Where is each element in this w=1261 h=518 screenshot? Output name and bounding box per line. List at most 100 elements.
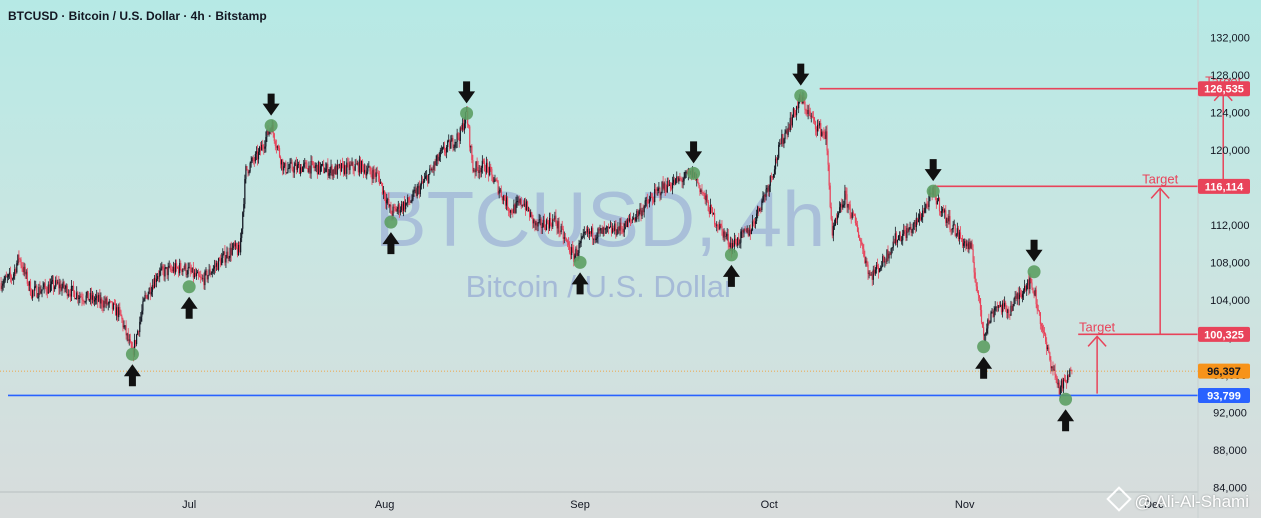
candle-body (81, 297, 83, 300)
candle-body (203, 278, 205, 286)
candle-body (251, 157, 253, 162)
candle-body (1006, 305, 1008, 314)
candle-body (787, 127, 789, 135)
candle-body (846, 194, 848, 208)
candle-body (645, 200, 647, 201)
candle-body (292, 169, 294, 173)
candle-body (209, 269, 211, 275)
candle-body (26, 271, 28, 284)
candle-body (505, 197, 508, 206)
candle-body (358, 159, 360, 173)
x-tick-label: Jul (182, 499, 196, 511)
candle-body (326, 164, 328, 169)
candle-body (874, 269, 876, 274)
candle-body (733, 238, 736, 247)
candle-body (285, 162, 287, 173)
candle-body (681, 179, 683, 183)
candle-body (485, 162, 488, 173)
candle-body (761, 200, 763, 211)
candle-body (1028, 279, 1030, 290)
candle-body (447, 141, 449, 147)
candle-body (63, 281, 65, 289)
candle-body (96, 295, 98, 299)
candle-body (779, 142, 781, 145)
candle-body (513, 204, 515, 214)
candle-body (245, 166, 247, 180)
candle-body (594, 238, 596, 240)
candle-body (725, 235, 727, 237)
candle-body (922, 210, 924, 218)
candle-body (674, 179, 676, 185)
candle-body (57, 282, 59, 284)
candle-body (790, 117, 792, 126)
arrow-down-icon (262, 93, 280, 116)
candle-body (400, 204, 403, 211)
candle-body (990, 312, 992, 322)
candle-body (1045, 334, 1047, 342)
candle-body (2, 283, 4, 286)
pivot-marker (182, 280, 196, 294)
candle-body (490, 166, 492, 169)
candle-body (166, 267, 168, 276)
candle-body (1019, 292, 1022, 295)
candle-body (705, 195, 707, 201)
candle-body (181, 269, 183, 272)
candle-body (649, 197, 652, 200)
candle-body (891, 247, 893, 249)
candle-body (14, 269, 16, 275)
candle-body (334, 165, 336, 174)
candle-body (93, 299, 96, 302)
candle-body (519, 199, 521, 203)
candle-body (160, 268, 162, 271)
candle-body (239, 244, 241, 253)
candle-body (126, 333, 128, 336)
candle-body (1013, 298, 1015, 306)
candle-body (1070, 369, 1072, 371)
candle-body (853, 213, 855, 216)
candle-body (978, 295, 981, 299)
candle-body (247, 169, 249, 174)
candle-body (905, 231, 907, 238)
candle-body (566, 240, 569, 243)
candle-body (310, 160, 312, 174)
candle-body (253, 160, 255, 162)
candle-body (478, 170, 480, 174)
candle-body (1051, 366, 1053, 369)
candle-body (640, 208, 642, 217)
candle-body (284, 162, 286, 167)
candle-body (950, 229, 952, 231)
candle-body (560, 226, 562, 232)
candle-body (726, 234, 728, 236)
candle-body (214, 265, 217, 267)
candle-body (540, 219, 542, 228)
candle-body (170, 269, 172, 271)
candle-body (1012, 305, 1014, 311)
candle-body (913, 222, 915, 224)
candle-body (596, 237, 598, 239)
candle-body (572, 247, 574, 251)
candle-body (552, 219, 554, 227)
candle-body (600, 228, 602, 230)
candle-body (293, 166, 295, 173)
arrow-up-icon (1057, 409, 1075, 432)
candle-body (504, 200, 507, 206)
candle-body (938, 198, 941, 212)
candle-body (301, 167, 303, 172)
candle-body (30, 294, 33, 298)
candle-body (864, 256, 866, 263)
candle-body (844, 190, 846, 205)
candle-body (829, 185, 831, 207)
candle-body (114, 303, 117, 316)
candle-body (479, 170, 481, 173)
candle-body (1033, 292, 1035, 296)
candle-body (759, 208, 761, 212)
candle-body (901, 240, 903, 242)
candle-body (241, 228, 243, 238)
candle-body (461, 123, 463, 130)
candle-body (975, 282, 977, 287)
candle-body (372, 169, 374, 180)
candle-body (277, 146, 280, 149)
candle-body (360, 161, 363, 173)
candle-body (21, 265, 23, 268)
